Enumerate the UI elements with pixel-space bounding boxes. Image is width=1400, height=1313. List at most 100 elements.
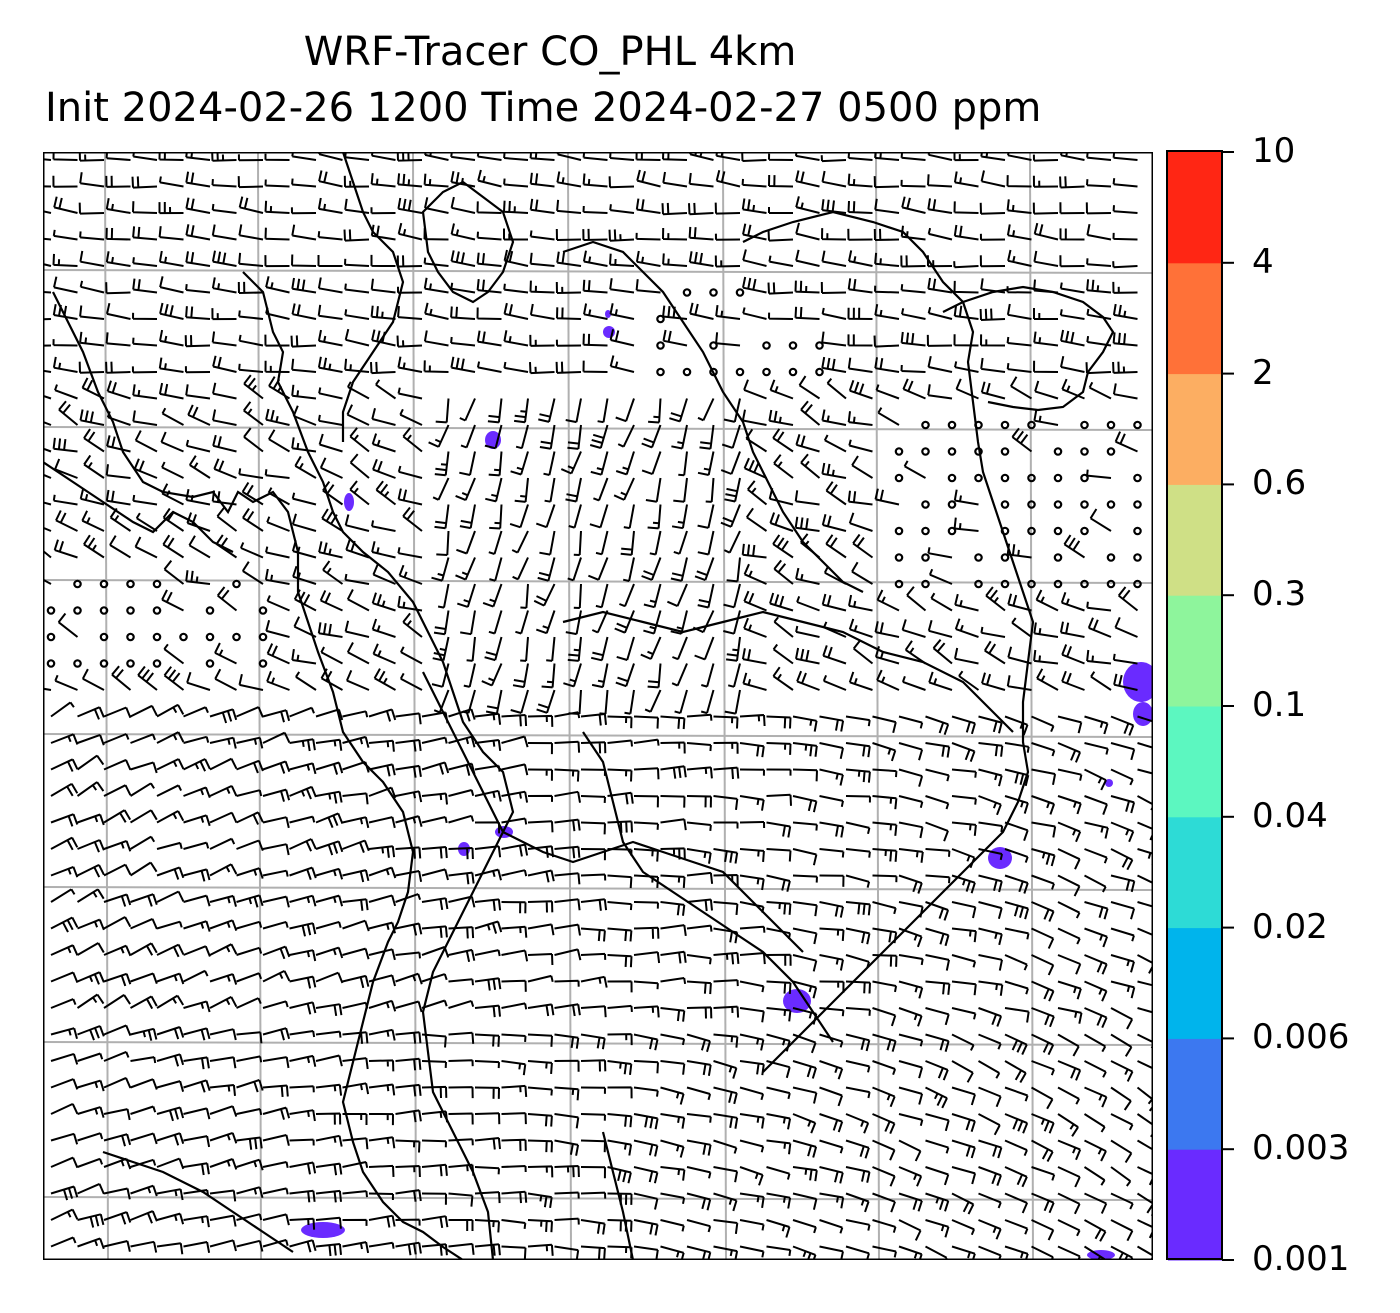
wind-barb bbox=[567, 424, 582, 450]
wind-barb bbox=[660, 901, 686, 916]
wind-barb bbox=[185, 224, 211, 241]
wind-barb bbox=[315, 738, 343, 751]
wind-barb bbox=[819, 821, 845, 838]
wind-barb bbox=[503, 178, 529, 188]
wind-barb bbox=[1084, 874, 1107, 893]
wind-barb bbox=[641, 424, 662, 449]
wind-barb bbox=[342, 1001, 369, 1009]
wind-barb bbox=[109, 507, 132, 532]
wind-barb bbox=[686, 1086, 712, 1101]
wind-barb bbox=[927, 619, 953, 638]
wind-barb bbox=[953, 280, 979, 294]
wind-barb bbox=[743, 617, 767, 638]
wind-barb bbox=[236, 1079, 264, 1093]
wind-barb bbox=[474, 764, 501, 772]
wind-barb bbox=[580, 1166, 606, 1179]
wind-barb bbox=[660, 715, 686, 730]
wind-barb bbox=[421, 1033, 447, 1048]
wind-barb bbox=[848, 250, 873, 267]
wind-barb bbox=[1033, 360, 1059, 373]
wind-barb bbox=[421, 1215, 449, 1229]
wind-barb bbox=[607, 874, 633, 889]
wind-barb bbox=[951, 1113, 976, 1132]
wind-barb bbox=[209, 996, 238, 1009]
wind-barb bbox=[160, 431, 184, 453]
wind-barb bbox=[580, 713, 607, 726]
wind-barb bbox=[766, 848, 792, 862]
wind-barb bbox=[52, 175, 78, 188]
wind-barb bbox=[580, 768, 606, 776]
wind-barb bbox=[768, 255, 794, 267]
wind-barb bbox=[953, 201, 979, 214]
calm-wind-marker bbox=[1080, 526, 1089, 536]
wind-barb bbox=[236, 997, 262, 1009]
wind-barb bbox=[455, 557, 476, 581]
wind-barb bbox=[898, 980, 924, 999]
border-south-west bbox=[102, 1150, 294, 1253]
wind-barb bbox=[739, 795, 765, 811]
wind-barb bbox=[346, 642, 370, 665]
wind-barb bbox=[317, 329, 343, 347]
wind-barb bbox=[238, 196, 264, 214]
colorbar-ticks bbox=[1222, 151, 1234, 1261]
wind-barb bbox=[264, 360, 290, 373]
wind-barb bbox=[105, 489, 131, 506]
calm-wind-marker bbox=[205, 606, 215, 615]
wind-barb bbox=[315, 1216, 342, 1229]
calm-wind-marker bbox=[1106, 500, 1116, 509]
calm-wind-marker bbox=[1053, 500, 1063, 509]
wind-barb bbox=[925, 927, 950, 947]
wind-barb bbox=[874, 488, 900, 506]
wind-barb bbox=[289, 1030, 316, 1038]
wind-barb bbox=[688, 172, 714, 188]
wind-barb bbox=[930, 592, 953, 612]
wind-barb bbox=[1084, 1086, 1108, 1108]
wind-barb bbox=[512, 663, 529, 689]
wind-barb bbox=[474, 898, 502, 912]
wind-barb bbox=[515, 424, 529, 450]
wind-barb bbox=[660, 1139, 685, 1158]
calm-wind-marker bbox=[1000, 447, 1010, 456]
wind-barb bbox=[1004, 768, 1030, 787]
wind-barb bbox=[236, 920, 263, 930]
colorbar-block bbox=[1168, 927, 1222, 1039]
wind-barb bbox=[183, 786, 211, 799]
wind-barb bbox=[1004, 742, 1030, 753]
wind-barb bbox=[344, 358, 370, 373]
wind-barb bbox=[77, 864, 105, 878]
wind-barb bbox=[268, 429, 291, 453]
wind-barb bbox=[289, 738, 316, 752]
wind-barb bbox=[556, 199, 582, 214]
wind-barb bbox=[980, 170, 1006, 188]
wind-barb bbox=[925, 1166, 950, 1186]
wind-barb bbox=[448, 847, 474, 860]
wind-barb bbox=[535, 504, 556, 529]
wind-barb bbox=[1086, 469, 1112, 479]
wind-barb bbox=[1137, 874, 1153, 885]
wind-barb bbox=[262, 970, 291, 983]
wind-barb bbox=[395, 1165, 421, 1178]
wind-barb bbox=[183, 1107, 211, 1120]
wind-barb bbox=[527, 742, 553, 755]
wind-barb bbox=[238, 468, 264, 479]
calm-wind-marker bbox=[1027, 473, 1036, 483]
calm-wind-marker bbox=[1000, 553, 1010, 562]
wind-barb bbox=[609, 278, 635, 294]
wind-barb bbox=[342, 1137, 369, 1150]
wind-barb bbox=[1086, 279, 1112, 294]
wind-barb bbox=[582, 333, 608, 347]
wind-barb bbox=[501, 901, 527, 914]
wind-barb bbox=[237, 154, 264, 162]
wind-barb bbox=[156, 943, 185, 958]
wind-barb bbox=[50, 1078, 79, 1090]
wind-barb bbox=[342, 760, 370, 773]
wind-barb bbox=[132, 410, 158, 426]
calm-wind-marker bbox=[258, 606, 268, 615]
wind-barb bbox=[1031, 1086, 1054, 1110]
wind-barb bbox=[686, 871, 714, 884]
wind-barb bbox=[1031, 742, 1056, 757]
wind-barb bbox=[554, 1165, 580, 1178]
wind-barb bbox=[1057, 901, 1081, 919]
wind-barb bbox=[898, 954, 924, 966]
calm-wind-marker bbox=[735, 288, 745, 297]
